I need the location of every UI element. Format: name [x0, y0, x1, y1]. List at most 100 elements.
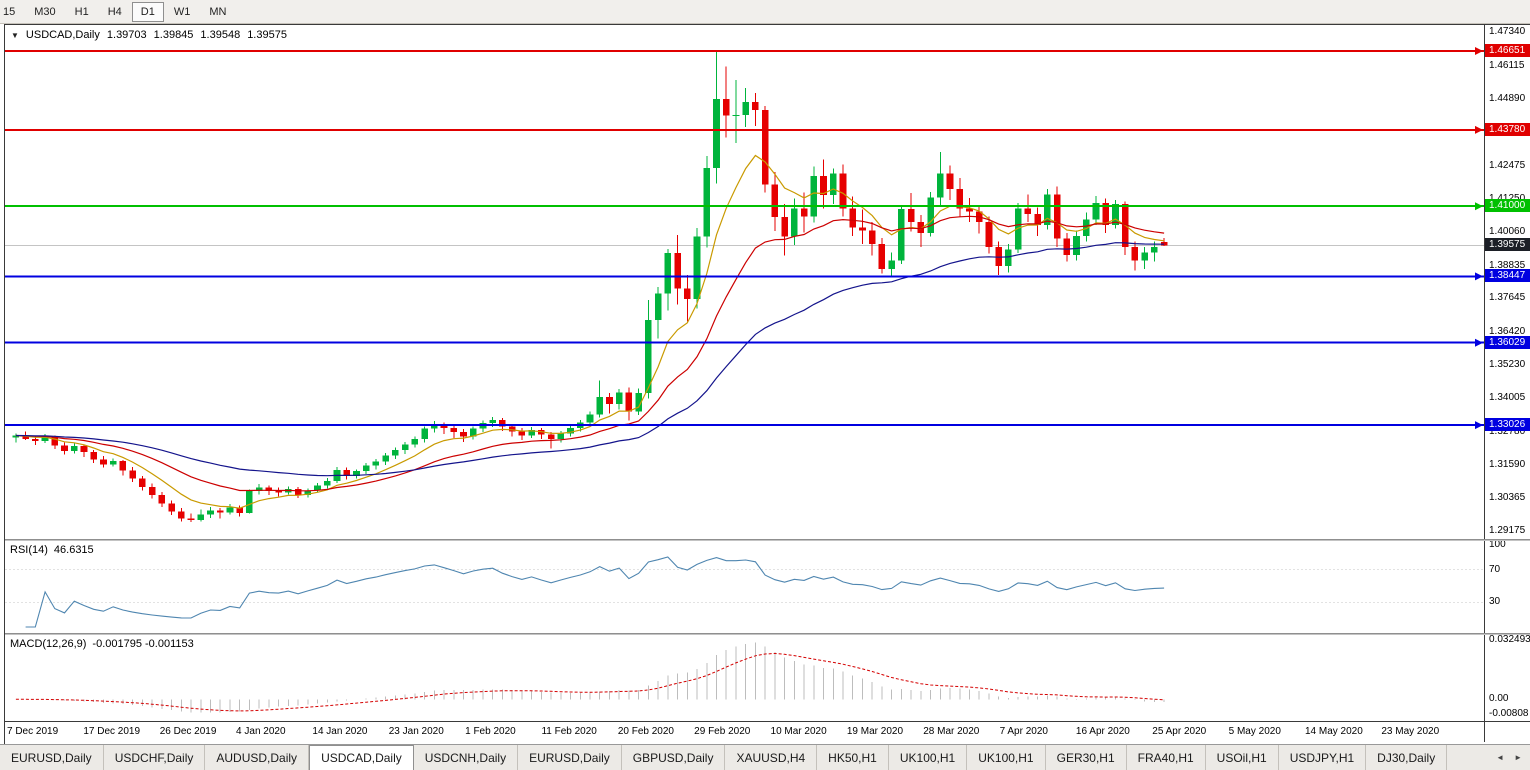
axis-corner — [1484, 722, 1530, 742]
pane-splitter[interactable] — [5, 633, 1530, 635]
date-axis-label: 19 Mar 2020 — [846, 726, 904, 737]
date-axis-label: 10 Mar 2020 — [770, 726, 827, 737]
chart-tab-2-audusddaily[interactable]: AUDUSD,Daily — [205, 745, 310, 770]
date-axis-label: 4 Jan 2020 — [236, 726, 286, 737]
hline-right-arrow-icon — [1475, 421, 1483, 430]
macd-pane-row: MACD(12,26,9) -0.001795 -0.001153 0.0324… — [5, 635, 1530, 721]
chart-ohlc-header: ▼ USDCAD,Daily 1.39703 1.39845 1.39548 1… — [11, 29, 287, 41]
price-axis-tick: 1.44890 — [1489, 93, 1526, 105]
chart-tab-14-usdjpyh1[interactable]: USDJPY,H1 — [1279, 745, 1367, 770]
price-axis-tick: 1.41250 — [1489, 193, 1525, 205]
ohlc-low-value: 1.39548 — [200, 29, 241, 41]
chart-symbol-label: USDCAD,Daily — [25, 29, 100, 41]
main-chart-row: ▼ USDCAD,Daily 1.39703 1.39845 1.39548 1… — [5, 25, 1530, 539]
price-badge-1.43780: 1.43780 — [1485, 122, 1530, 136]
price-badge-1.46651: 1.46651 — [1485, 44, 1530, 58]
price-axis-tick: 1.29175 — [1489, 524, 1526, 536]
timeframe-toolbar: 15 M30 H1 H4 D1 W1 MN — [0, 0, 1530, 24]
timeframe-button-15[interactable]: 15 — [3, 5, 16, 18]
chart-tab-13-usoilh1[interactable]: USOil,H1 — [1206, 745, 1279, 770]
date-axis-label: 26 Dec 2019 — [159, 726, 217, 737]
hline-right-arrow-icon — [1475, 125, 1483, 134]
price-axis-tick: 1.30365 — [1489, 492, 1526, 504]
candlestick-chart-canvas[interactable] — [5, 25, 1484, 539]
rsi-axis[interactable]: 100 70 30 — [1484, 541, 1530, 633]
chart-tab-7-xauusdh4[interactable]: XAUUSD,H4 — [725, 745, 818, 770]
date-axis-label: 5 May 2020 — [1228, 726, 1281, 737]
timeframe-button-W1[interactable]: W1 — [173, 5, 191, 18]
timeframe-button-D1[interactable]: D1 — [131, 1, 164, 22]
price-axis[interactable]: 1.473401.461151.448901.436651.424751.412… — [1484, 25, 1530, 539]
chart-tab-15-dj30daily[interactable]: DJ30,Daily — [1366, 745, 1448, 770]
macd-axis[interactable]: 0.032493 0.00 -0.00808 — [1484, 635, 1530, 721]
timeframe-button-H1[interactable]: H1 — [74, 5, 89, 18]
hline-right-arrow-icon — [1475, 47, 1483, 56]
price-axis-tick: 1.42475 — [1489, 159, 1526, 171]
chart-tab-0-eurusddaily[interactable]: EURUSD,Daily — [0, 745, 104, 770]
rsi-pane[interactable]: RSI(14) 46.6315 — [5, 541, 1484, 633]
macd-indicator-label: MACD(12,26,9) -0.001795 -0.001153 — [10, 638, 194, 650]
chart-tab-8-hk50h1[interactable]: HK50,H1 — [817, 745, 889, 770]
price-axis-tick: 1.37645 — [1489, 292, 1526, 304]
pane-splitter[interactable] — [5, 539, 1530, 541]
chart-tab-5-eurusddaily[interactable]: EURUSD,Daily — [518, 745, 622, 770]
rsi-axis-tick: 70 — [1489, 563, 1501, 575]
price-axis-tick: 1.35230 — [1489, 358, 1526, 370]
rsi-pane-row: RSI(14) 46.6315 100 70 30 — [5, 541, 1530, 633]
macd-axis-tick: 0.032493 — [1489, 635, 1530, 645]
ohlc-high-value: 1.39845 — [153, 29, 194, 41]
date-axis-label: 28 Mar 2020 — [923, 726, 980, 737]
chart-tab-6-gbpusddaily[interactable]: GBPUSD,Daily — [622, 745, 726, 770]
chart-tab-list: EURUSD,Daily USDCHF,Daily AUDUSD,Daily USDC… — [0, 745, 1488, 770]
macd-indicator-name: MACD(12,26,9) — [10, 638, 87, 650]
price-axis-tick: 1.46115 — [1489, 59, 1525, 71]
date-axis-label: 25 Apr 2020 — [1152, 726, 1207, 737]
time-axis[interactable]: 7 Dec 2019 17 Dec 2019 26 Dec 2019 4 Jan 20… — [5, 722, 1484, 742]
date-axis-label: 29 Feb 2020 — [694, 726, 751, 737]
timeframe-button-M30[interactable]: M30 — [34, 5, 56, 18]
price-badge-1.38447: 1.38447 — [1485, 269, 1530, 283]
date-axis-label: 7 Dec 2019 — [7, 726, 59, 737]
ohlc-close-value: 1.39575 — [247, 29, 287, 41]
chart-tabs-bar: EURUSD,Daily USDCHF,Daily AUDUSD,Daily USDC… — [0, 744, 1530, 770]
price-badge-1.39575: 1.39575 — [1485, 238, 1530, 252]
date-axis-label: 16 Apr 2020 — [1075, 726, 1130, 737]
symbol-dropdown-icon[interactable]: ▼ — [11, 30, 19, 40]
price-axis-tick: 1.40060 — [1489, 226, 1526, 238]
date-axis-label: 23 May 2020 — [1381, 726, 1440, 737]
chart-tab-1-usdchfdaily[interactable]: USDCHF,Daily — [104, 745, 206, 770]
hline-right-arrow-icon — [1475, 272, 1483, 281]
chart-tab-11-ger30h1[interactable]: GER30,H1 — [1046, 745, 1127, 770]
rsi-indicator-name: RSI(14) — [10, 544, 48, 556]
price-badge-1.33026: 1.33026 — [1485, 418, 1530, 432]
price-axis-tick: 1.34005 — [1489, 392, 1526, 404]
macd-chart-canvas[interactable] — [5, 635, 1484, 721]
ohlc-open-value: 1.39703 — [106, 29, 147, 41]
chart-tab-9-uk100h1[interactable]: UK100,H1 — [889, 745, 968, 770]
macd-axis-tick: 0.00 — [1489, 693, 1509, 705]
moving-average-8 — [15, 154, 1165, 509]
timeframe-button-MN[interactable]: MN — [209, 5, 227, 18]
price-axis-tick: 1.36420 — [1489, 325, 1526, 337]
timeframe-button-H4[interactable]: H4 — [107, 5, 122, 18]
macd-pane[interactable]: MACD(12,26,9) -0.001795 -0.001153 — [5, 635, 1484, 721]
rsi-axis-tick: 100 — [1489, 541, 1506, 550]
price-axis-tick: 1.31590 — [1489, 458, 1526, 470]
macd-axis-tick: -0.00808 — [1489, 708, 1529, 719]
price-badge-1.36029: 1.36029 — [1485, 335, 1530, 349]
chart-tab-4-usdcnhdaily[interactable]: USDCNH,Daily — [414, 745, 519, 770]
chart-tab-3-usdcaddaily[interactable]: USDCAD,Daily — [309, 745, 414, 770]
macd-signal-line — [15, 652, 1165, 712]
price-badge-1.41000: 1.41000 — [1485, 199, 1530, 213]
timeframe-button-group: 15 M30 H1 H4 D1 W1 MN — [0, 0, 235, 23]
main-chart-pane[interactable]: ▼ USDCAD,Daily 1.39703 1.39845 1.39548 1… — [5, 25, 1484, 539]
chart-tab-10-uk100h1[interactable]: UK100,H1 — [967, 745, 1046, 770]
tab-scroll-left-icon[interactable]: ◄ — [1496, 753, 1505, 762]
hline-right-arrow-icon — [1475, 202, 1483, 211]
tab-scroll-right-icon[interactable]: ► — [1514, 753, 1522, 762]
chart-tab-12-fra40h1[interactable]: FRA40,H1 — [1127, 745, 1206, 770]
rsi-chart-canvas[interactable] — [5, 541, 1484, 633]
date-axis-label: 14 Jan 2020 — [312, 726, 368, 737]
rsi-indicator-value: 46.6315 — [53, 544, 94, 556]
